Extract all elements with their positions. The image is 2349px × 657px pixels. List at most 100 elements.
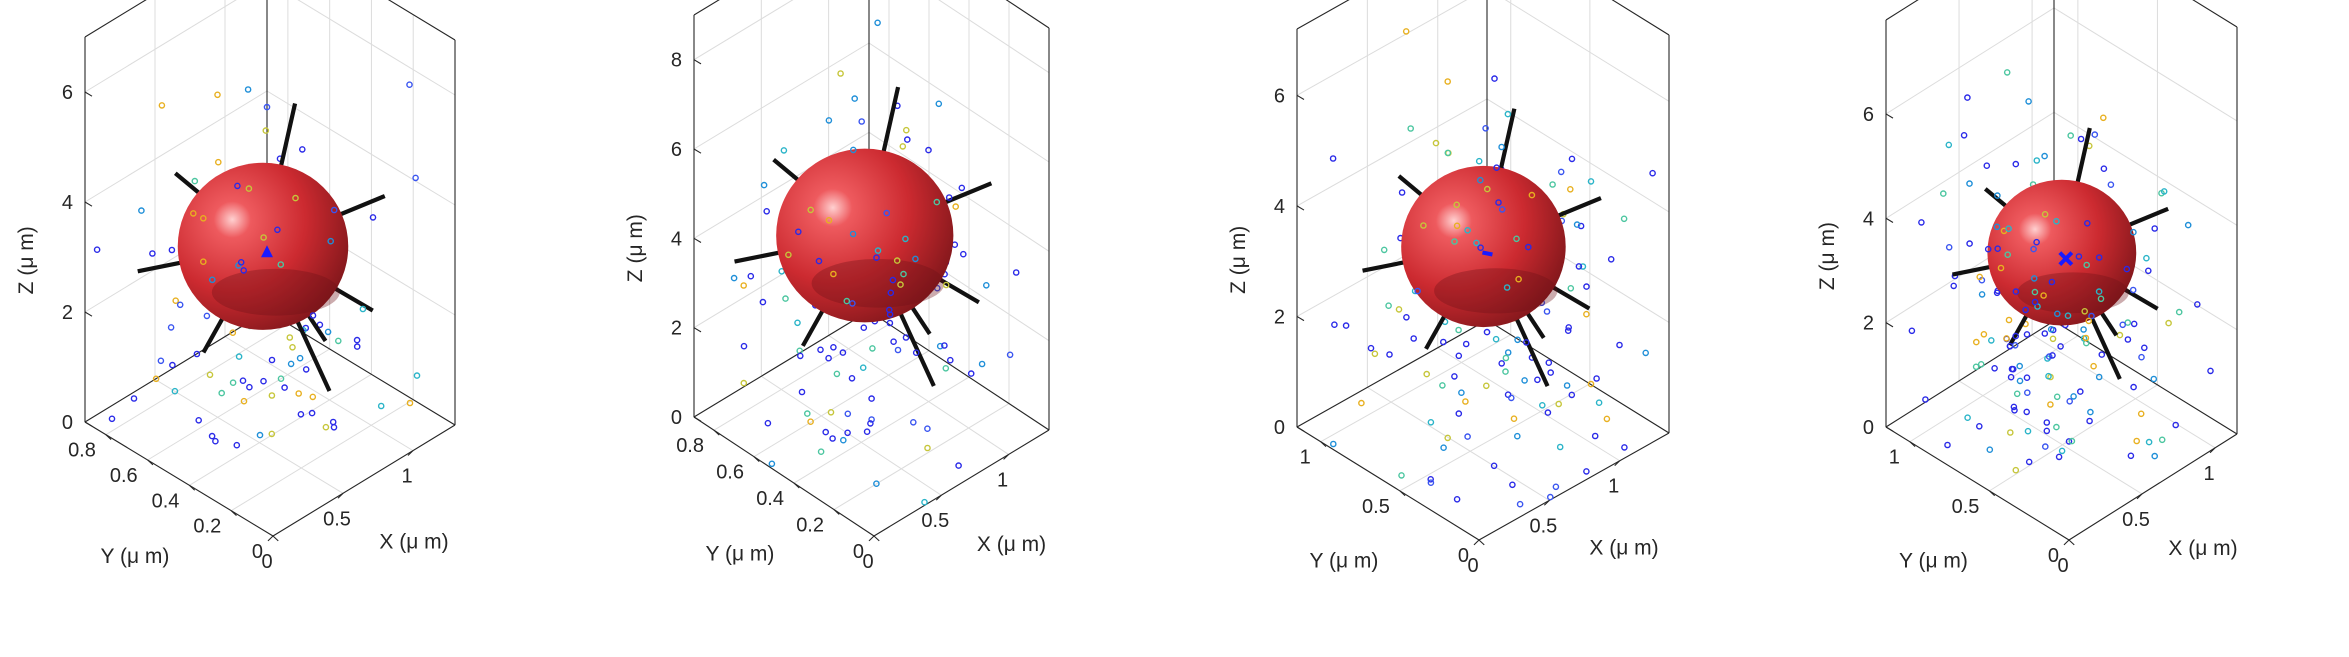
y-tick-label: 0.8 [676,435,704,457]
scatter-point [1565,324,1573,331]
grid-line [1320,334,1511,443]
scatter-point [1358,399,1365,407]
scatter-point [2012,466,2020,474]
grid-line [154,378,344,494]
scatter-point [295,390,303,397]
grid-line [753,350,930,458]
z-tick-label: 0 [62,412,73,434]
x-tick [267,535,274,542]
scatter-point [302,366,310,373]
scatter-point [244,86,252,93]
scatter-point [406,399,414,407]
scatter-point [982,281,990,289]
scatter-point [281,384,288,391]
y-axis-label: Y (μ m) [706,543,775,566]
cell-sphere [776,148,954,323]
scatter-point [1964,94,1971,101]
y-tick [105,434,112,440]
scatter-point [829,435,836,442]
scatter-point [1983,162,1991,169]
scatter-point [1402,28,1410,35]
y-tick [1478,539,1485,546]
scatter-point [1516,500,1524,508]
scatter-point [334,337,342,345]
scatter-point [1607,255,1615,263]
grid-line [2053,111,2238,226]
y-tick [873,535,880,542]
scatter-point [2012,160,2020,168]
scatter-point [1603,415,1611,423]
scatter-point [1420,222,1427,229]
scatter-point [289,343,296,351]
scatter-point [256,431,264,439]
spike-line [289,307,332,392]
y-tick [753,456,760,462]
centroid-marker [261,245,273,258]
scatter-point [1966,180,1973,187]
scatter-point [873,480,880,488]
scatter-point [1528,191,1536,199]
scatter-point [1997,264,2005,272]
x-tick-label: 1 [1608,476,1619,498]
scatter-point [1521,377,1528,384]
grid-line [1296,0,1468,96]
y-axis-line [84,421,274,537]
scatter-point [1621,444,1628,451]
grid-line [297,0,456,96]
scatter-point [747,272,755,280]
scatter-point [2165,319,2172,327]
scatter-point [1563,382,1571,389]
scatter-point [1423,370,1430,378]
scatter-point [2095,288,2103,295]
scatter-point [782,295,789,302]
scatter-point [1977,360,1985,368]
z-tick [84,201,93,207]
y-tick-label: 0 [853,541,864,563]
scatter-point [740,342,748,350]
scatter-point [2041,210,2049,218]
scatter-point [868,395,875,402]
scatter-point [924,444,931,452]
axis-box-edge [868,310,1050,431]
scatter-point [909,418,917,426]
scatter-point [1414,287,1421,295]
scatter-point [798,388,806,396]
z-tick [1885,217,1894,223]
scatter-point [1993,289,2001,297]
x-tick-label: 0.5 [323,508,351,530]
axis-box-edge [1005,0,1050,29]
scatter-point [2140,344,2148,352]
scatter-point [308,409,316,417]
scatter-point [2116,331,2124,339]
grid-line [868,42,1050,163]
y-tick [793,482,800,489]
y-tick [2068,539,2075,546]
scatter-point [2130,383,2137,391]
scatter-point [2005,225,2012,232]
scatter-point [260,377,267,385]
scatter-point [108,415,116,423]
scatter-point [2151,452,2159,460]
scatter-point [263,103,271,111]
grid-line [2031,334,2216,449]
scatter-point [912,349,920,357]
scatter-point [1567,284,1575,292]
y-tick-label: 0.2 [193,516,221,538]
scatter-point [1616,341,1623,349]
scatter-point [1538,401,1546,409]
scatter-point [2193,301,2201,308]
scatter-point [2144,267,2152,275]
z-tick-label: 2 [671,318,682,340]
axis-box-edge [1611,0,1670,36]
scatter-point [1993,223,2001,231]
scatter-point [2107,181,2115,188]
z-axis-label: Z (μ m) [1227,226,1250,294]
scatter-point [1975,422,1983,430]
grid-line [1885,7,2055,115]
x-tick [2063,539,2070,546]
scatter-point [1329,440,1337,448]
scatter-point [1980,330,1988,338]
z-tick [84,311,93,317]
scatter-point [1547,369,1555,376]
